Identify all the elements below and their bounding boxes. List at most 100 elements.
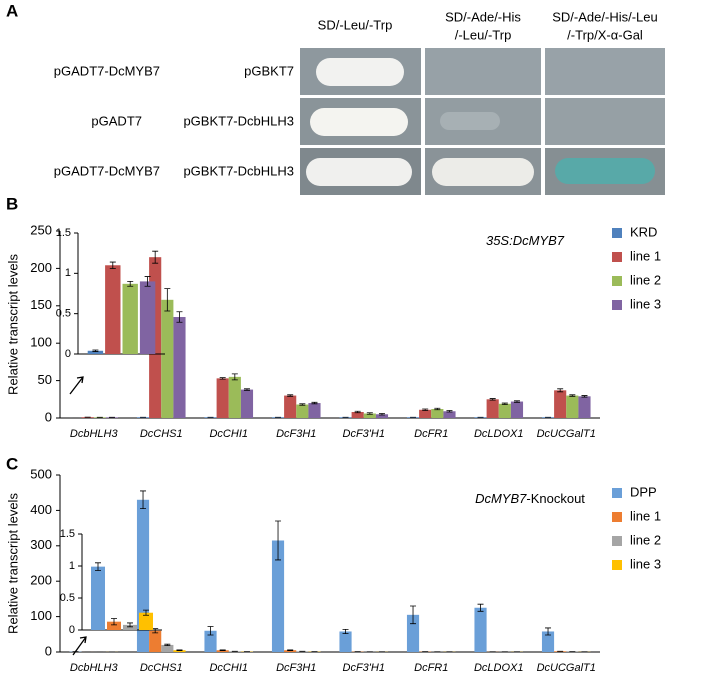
error-bar: [378, 413, 385, 416]
inset-bar: [87, 350, 104, 354]
x-tick-label: DcCHS1: [140, 428, 183, 440]
error-bar: [176, 311, 183, 323]
row-label: pGBKT7-DcbHLH3: [183, 113, 294, 128]
y-tick-label: 200: [30, 260, 52, 275]
inset-y-tick-label: 0.5: [60, 592, 75, 604]
error-bar: [422, 408, 429, 411]
inset-error-bar: [143, 609, 149, 616]
legend-swatch: [612, 276, 622, 286]
x-tick-label: DcFR1: [414, 662, 448, 674]
x-tick-label: DcF3H1: [276, 428, 316, 440]
y-tick-label: 500: [30, 466, 52, 481]
bar: [406, 614, 420, 652]
bar: [161, 644, 174, 652]
error-bar: [275, 520, 282, 561]
bar: [566, 395, 579, 418]
bar: [149, 630, 162, 652]
bar: [486, 399, 499, 418]
error-bar: [287, 394, 294, 397]
error-bar: [557, 388, 564, 393]
y-tick-label: 250: [30, 222, 52, 237]
bar: [510, 401, 524, 418]
bar: [216, 650, 229, 652]
inset-error-bar: [144, 276, 151, 287]
error-bar: [311, 401, 318, 405]
inset-y-tick-label: 0: [69, 624, 75, 636]
y-tick-label: 0: [45, 409, 52, 424]
error-bar: [152, 628, 159, 634]
bar: [443, 411, 456, 418]
bar: [375, 414, 389, 418]
legend-swatch: [612, 536, 622, 546]
bar: [204, 630, 217, 652]
bar: [498, 403, 511, 418]
legend-label: line 1: [630, 508, 661, 523]
inset-error-bar: [127, 622, 133, 628]
annotation-part: -Knockout: [526, 491, 585, 506]
y-tick-label: 50: [38, 372, 52, 387]
bar: [284, 650, 297, 652]
error-bar: [581, 395, 588, 398]
error-bar: [176, 649, 183, 651]
y-tick-label: 100: [30, 335, 52, 350]
inset-error-bar: [111, 618, 117, 626]
bar: [216, 378, 229, 418]
bar: [228, 376, 241, 418]
error-bar: [299, 403, 306, 406]
error-bar: [545, 627, 552, 636]
legend-label: KRD: [630, 224, 657, 239]
bar: [161, 299, 174, 418]
row-label: pGADT7-DcMYB7: [54, 163, 160, 178]
bar: [554, 390, 567, 418]
error-bar: [243, 388, 250, 391]
x-tick-label: DcF3H1: [276, 662, 316, 674]
error-bar: [231, 373, 238, 381]
error-bar: [489, 398, 496, 401]
y-tick-label: 150: [30, 297, 52, 312]
error-bar: [501, 402, 508, 405]
x-tick-label: DcF3'H1: [343, 662, 385, 674]
x-tick-label: DcLDOX1: [474, 428, 524, 440]
inset-error-bar: [92, 349, 99, 352]
y-axis-label: Relative transcript levels: [5, 493, 20, 634]
y-tick-label: 300: [30, 537, 52, 552]
error-bar: [366, 412, 373, 415]
bar: [271, 540, 285, 652]
inset-bar: [105, 265, 121, 354]
bar: [240, 389, 254, 418]
column-header: SD/-Ade/-His: [445, 9, 521, 24]
inset-y-tick-label: 1.5: [56, 227, 71, 239]
error-bar: [164, 288, 171, 312]
inset-bar: [91, 566, 105, 630]
bar: [363, 413, 376, 418]
legend-swatch: [612, 228, 622, 238]
column-header: SD/-Leu/-Trp: [318, 17, 393, 32]
bar: [339, 631, 352, 652]
legend-label: line 3: [630, 296, 661, 311]
x-tick-label: DcUCGalT1: [537, 428, 596, 440]
yeast-plates: [300, 48, 665, 195]
error-bar: [342, 628, 349, 634]
panel-label: A: [6, 1, 18, 20]
legend-swatch: [612, 300, 622, 310]
annotation: DcMYB7-Knockout: [475, 491, 585, 506]
x-tick-label: DcUCGalT1: [537, 662, 596, 674]
error-bar: [287, 649, 294, 651]
legend-label: line 1: [630, 248, 661, 263]
inset-bar: [123, 624, 137, 630]
inset-bar: [107, 621, 121, 630]
inset-bar: [139, 612, 153, 630]
x-tick-label: DcFR1: [414, 428, 448, 440]
bar: [431, 409, 444, 418]
bar: [284, 395, 297, 418]
error-bar: [140, 490, 147, 510]
arrow: [69, 376, 84, 395]
legend-label: line 2: [630, 532, 661, 547]
bar: [351, 412, 364, 418]
error-bar: [477, 603, 484, 612]
annotation: 35S:DcMYB7: [486, 233, 565, 248]
x-tick-label: DcF3'H1: [343, 428, 385, 440]
annotation-part: DcMYB7: [475, 491, 527, 506]
error-bar: [354, 410, 361, 414]
error-bar: [219, 377, 226, 380]
